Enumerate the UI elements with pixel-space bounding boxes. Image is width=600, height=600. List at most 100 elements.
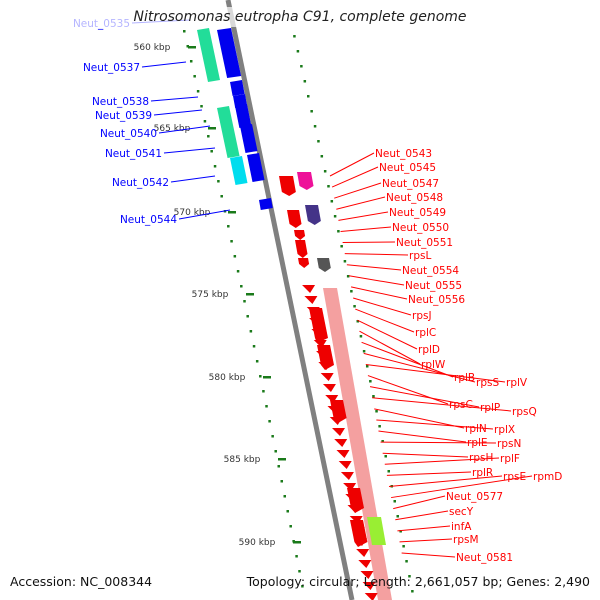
tick-mark xyxy=(283,495,287,498)
gene-label: rplN xyxy=(465,423,487,435)
reverse-gene xyxy=(294,230,306,240)
gene-label: rpmD xyxy=(533,471,562,483)
tick-mark xyxy=(405,560,408,563)
reverse-gene xyxy=(338,461,352,469)
gene-label: Neut_0547 xyxy=(382,178,439,190)
tick-mark xyxy=(255,360,259,363)
kbp-tick xyxy=(228,211,236,214)
tick-mark xyxy=(369,380,372,383)
gene-label-connector xyxy=(359,330,421,365)
reverse-gene xyxy=(343,483,357,491)
gene-label: rplX xyxy=(494,424,515,436)
tick-mark xyxy=(330,200,334,203)
gene-label: Neut_0541 xyxy=(105,148,162,160)
reverse-gene xyxy=(298,258,310,268)
tick-mark xyxy=(183,30,186,33)
gene-label-connector xyxy=(388,475,503,487)
gene-label: rpsC xyxy=(449,399,473,411)
gene-label: Neut_0540 xyxy=(100,128,157,140)
reverse-gene xyxy=(358,560,372,568)
gene-label: Neut_0544 xyxy=(120,214,177,226)
kbp-tick xyxy=(293,541,301,544)
gene-label: rpsQ xyxy=(512,406,537,418)
gene-label-connector xyxy=(348,275,405,286)
gene-label-connector xyxy=(158,125,211,134)
gene-label: rpsM xyxy=(453,534,479,546)
reverse-gene xyxy=(364,593,378,600)
forward-gene xyxy=(230,156,248,185)
tick-mark xyxy=(378,425,381,428)
kbp-label: 575 kbp xyxy=(192,290,229,300)
forward-gene xyxy=(235,104,252,128)
reverse-gene xyxy=(320,373,334,381)
gene-label: Neut_0556 xyxy=(408,294,465,306)
tick-mark xyxy=(362,350,366,353)
reverse-gene xyxy=(322,384,336,392)
gene-label-connector xyxy=(372,397,512,412)
gene-label-connector xyxy=(334,182,382,199)
tick-mark xyxy=(280,480,284,483)
reverse-gene xyxy=(279,176,296,196)
gene-label: rplV xyxy=(506,377,528,389)
tick-mark xyxy=(327,185,330,188)
map-title: Nitrosomonas eutropha C91, complete geno… xyxy=(0,7,600,27)
tick-mark xyxy=(381,440,384,443)
reverse-gene xyxy=(305,205,321,225)
tick-mark xyxy=(372,395,375,398)
reverse-gene xyxy=(334,439,348,447)
reverse-gene xyxy=(336,450,350,458)
gene-label-connector xyxy=(153,109,203,116)
reverse-gene xyxy=(350,520,368,547)
gene-label: Neut_0548 xyxy=(386,192,443,204)
tick-mark xyxy=(207,135,210,138)
reverse-gene xyxy=(302,285,316,293)
reverse-gene xyxy=(360,571,374,579)
gene-label: Neut_0537 xyxy=(83,62,140,74)
tick-mark xyxy=(323,170,327,173)
secY-gene-block xyxy=(367,517,386,545)
gene-label: rplF xyxy=(500,453,520,465)
tick-mark xyxy=(227,225,230,228)
tick-mark xyxy=(337,230,340,233)
tick-mark xyxy=(365,365,369,368)
tick-mark xyxy=(393,500,396,503)
tick-mark xyxy=(353,305,356,308)
forward-gene xyxy=(217,28,242,78)
forward-gene xyxy=(233,94,248,108)
tick-mark xyxy=(286,510,289,513)
tick-mark xyxy=(307,95,310,98)
reverse-gene xyxy=(297,172,314,190)
gene-label: Neut_0538 xyxy=(92,96,149,108)
tick-mark xyxy=(402,545,405,548)
kbp-label: 585 kbp xyxy=(224,455,261,465)
gene-label: Neut_0577 xyxy=(446,491,503,503)
gene-label: rplC xyxy=(415,327,436,339)
kbp-tick xyxy=(246,293,254,296)
reverse-gene xyxy=(287,210,302,228)
gene-label-connector xyxy=(367,375,449,405)
tick-mark xyxy=(303,80,307,83)
gene-label-connector xyxy=(357,319,418,350)
gene-label: rpsN xyxy=(497,438,521,450)
forward-gene xyxy=(197,28,220,82)
genome-backbone xyxy=(225,0,355,600)
accession-text: Accession: NC_008344 xyxy=(10,574,153,589)
gene-label: rplD xyxy=(418,344,440,356)
tick-mark xyxy=(249,330,253,333)
gene-label: rpsL xyxy=(409,250,431,262)
gene-label: rplP xyxy=(480,402,500,414)
gene-label: Neut_0549 xyxy=(389,207,446,219)
reverse-gene xyxy=(362,582,376,590)
gene-label: rpsH xyxy=(469,452,493,464)
kbp-tick xyxy=(188,46,196,49)
tick-mark xyxy=(186,45,190,48)
gene-label-connector xyxy=(399,538,453,543)
tick-mark xyxy=(301,585,304,588)
gene-label-connector xyxy=(363,352,476,383)
gene-label-connector xyxy=(393,495,446,510)
tick-mark xyxy=(240,285,243,288)
kbp-label: 560 kbp xyxy=(134,43,171,53)
tick-mark xyxy=(296,50,300,53)
tick-mark xyxy=(196,90,200,93)
gene-label-connector xyxy=(353,297,412,316)
